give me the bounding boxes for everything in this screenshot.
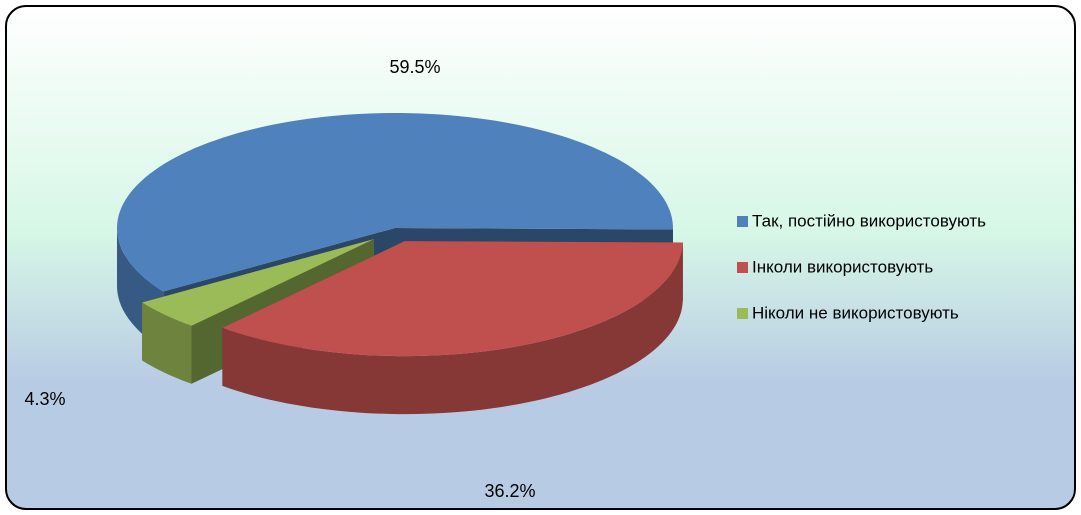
slice bbox=[142, 239, 374, 326]
legend-label: Інколи використовують bbox=[752, 257, 933, 276]
slice bbox=[222, 241, 683, 357]
data-label: 4.3% bbox=[24, 389, 65, 409]
data-label: 59.5% bbox=[389, 57, 440, 77]
legend-swatch bbox=[737, 262, 748, 273]
legend: Так, постійно використовують Інколи викор… bbox=[737, 211, 986, 322]
legend-swatch bbox=[737, 308, 748, 319]
slice bbox=[117, 113, 673, 292]
legend-swatch bbox=[737, 216, 748, 227]
slice-rim bbox=[142, 302, 192, 384]
data-label: 36.2% bbox=[484, 481, 535, 501]
slice-rim bbox=[222, 242, 683, 415]
legend-label: Ніколи не використовують bbox=[752, 303, 959, 322]
slice-wall bbox=[142, 239, 374, 361]
legend-label: Так, постійно використовують bbox=[752, 211, 986, 230]
